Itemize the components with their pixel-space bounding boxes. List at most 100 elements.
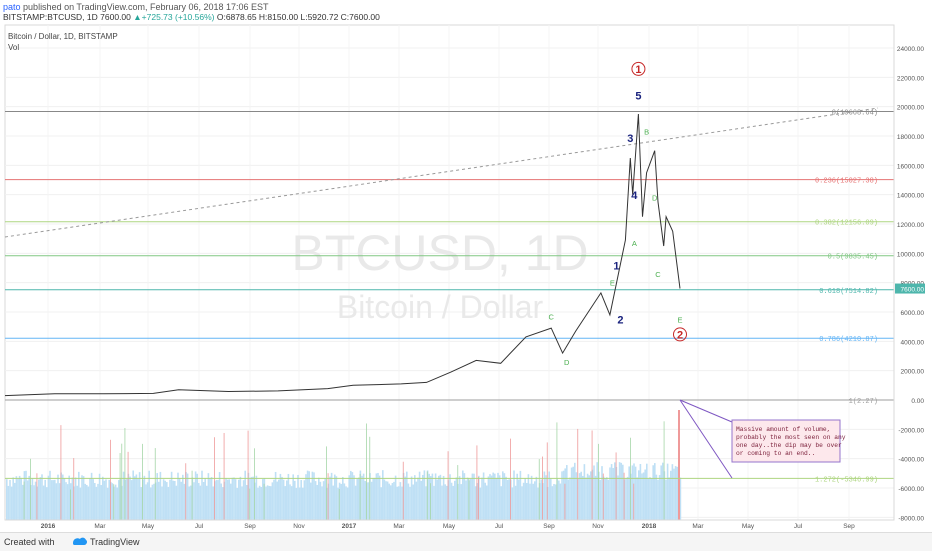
author-link[interactable]: pato <box>3 2 21 12</box>
volume-bar <box>615 452 617 520</box>
volume-area-bar <box>644 469 646 520</box>
volume-area-bar <box>434 473 437 520</box>
volume-area-bar <box>52 480 54 520</box>
annotation-line: Massive amount of volume, <box>736 426 830 433</box>
volume-area-bar <box>446 485 448 520</box>
volume-area-bar <box>431 473 434 520</box>
volume-area-bar <box>17 479 19 520</box>
volume-area-bar <box>233 477 235 520</box>
volume-area-bar <box>572 466 574 520</box>
volume-area-bar <box>26 480 29 520</box>
volume-area-bar <box>423 470 426 520</box>
price-tick-label: 24000.00 <box>897 46 924 53</box>
volume-area-bar <box>274 471 277 520</box>
volume-area-bar <box>628 466 630 520</box>
wave-label: 2 <box>617 315 623 327</box>
volume-area-bar <box>614 462 616 520</box>
volume-area-bar <box>513 470 515 520</box>
volume-area-bar <box>586 473 589 520</box>
volume-area-bar <box>442 475 445 520</box>
time-tick-label: Nov <box>293 523 305 530</box>
volume-area-bar <box>511 487 514 520</box>
wave-label: C <box>655 270 661 279</box>
fib-label: 0.618(7514.82) <box>819 288 878 296</box>
volume-area-bar <box>68 475 70 520</box>
volume-area-bar <box>348 475 350 520</box>
volume-area-bar <box>172 480 174 520</box>
volume-area-bar <box>420 480 422 520</box>
volume-area-bar <box>548 471 550 520</box>
created-with-label: Created with <box>4 537 55 547</box>
volume-area-bar <box>562 470 565 520</box>
volume-area-bar <box>582 475 584 520</box>
volume-area-bar <box>126 479 128 520</box>
volume-area-bar <box>450 482 453 520</box>
volume-area-bar <box>559 483 562 520</box>
volume-area-bar <box>660 465 662 520</box>
volume-bar <box>119 453 121 520</box>
time-axis[interactable]: 2016 Mar May Jul Sep Nov 2017 Mar May Jul Sep Nov 20… <box>41 523 855 530</box>
volume-area-bar <box>49 470 51 520</box>
annotation-line: probably the most seen on any <box>736 434 846 441</box>
volume-area-bar <box>202 481 205 520</box>
volume-area-bar <box>178 478 181 520</box>
volume-area-bar <box>150 487 152 520</box>
volume-area-bar <box>474 486 477 520</box>
volume-area-bar <box>182 474 184 520</box>
volume-area-bar <box>199 485 202 520</box>
wave-label: 3 <box>627 133 633 145</box>
volume-area-bar <box>521 486 523 520</box>
volume-area-bar <box>47 475 50 520</box>
volume-bar <box>191 470 193 520</box>
volume-area-bar <box>530 475 533 520</box>
volume-area-bar <box>314 481 317 520</box>
volume-area-bar <box>377 472 379 520</box>
volume-area-bar <box>54 479 56 520</box>
volume-area-bar <box>433 485 435 520</box>
volume-area-bar <box>207 473 210 520</box>
volume-area-bar <box>407 483 410 520</box>
volume-bar <box>142 443 143 520</box>
volume-area-bar <box>79 487 82 520</box>
volume-area-bar <box>266 485 269 520</box>
price-tick-label: 4000.00 <box>901 339 925 346</box>
volume-area-bar <box>273 479 275 520</box>
volume-area-bar <box>486 485 488 520</box>
fib-label: 0.5(9835.45) <box>828 254 878 262</box>
volume-area-bar <box>484 482 486 520</box>
price-tick-label: 22000.00 <box>897 75 924 82</box>
volume-area-bar <box>132 470 134 520</box>
change-value: ▲+725.73 (+10.56%) <box>133 12 215 22</box>
volume-area-bar <box>161 486 163 520</box>
tradingview-brand[interactable]: TradingView <box>90 537 140 547</box>
annotation-pointer-1 <box>679 399 733 423</box>
publish-info: published on TradingView.com, February 0… <box>23 2 269 12</box>
volume-area-bar <box>438 475 440 520</box>
volume-bar <box>60 425 62 520</box>
volume-area-bar <box>287 473 290 520</box>
volume-bar <box>478 477 479 520</box>
price-chart[interactable]: BTCUSD, 1D Bitcoin / Dollar 0(19668.64)0… <box>0 0 932 532</box>
volume-area-bar <box>674 466 677 520</box>
volume-bar <box>110 439 111 520</box>
volume-bar <box>591 430 593 520</box>
volume-area-bar <box>610 464 613 520</box>
volume-area-bar <box>297 474 299 520</box>
volume-bar <box>327 473 329 520</box>
volume-area-bar <box>351 472 354 520</box>
volume-area-bar <box>255 475 258 520</box>
volume-bar <box>577 428 579 520</box>
volume-bar <box>510 438 511 520</box>
price-tick-label: 12000.00 <box>897 222 924 229</box>
volume-area-bar <box>665 479 667 520</box>
volume-area-bar <box>604 478 606 520</box>
volume-area-bar <box>103 480 106 520</box>
volume-area-bar <box>194 471 197 520</box>
volume-area-bar <box>89 478 91 520</box>
annotation-box[interactable] <box>731 419 841 463</box>
volume-area-bar <box>642 472 645 520</box>
volume-area-bar <box>545 475 547 520</box>
volume-bar <box>247 430 249 520</box>
price-tick-label: 0.00 <box>911 398 924 405</box>
volume-area-bar <box>506 479 509 520</box>
